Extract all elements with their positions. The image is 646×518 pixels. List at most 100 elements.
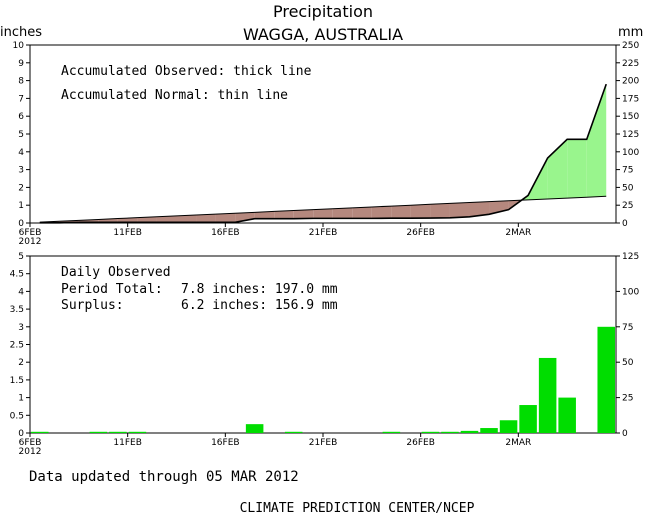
bottom-y2-tick-label: 75 — [622, 323, 633, 333]
accumulation-area — [352, 206, 372, 219]
normal-line — [39, 195, 607, 223]
top-y-tick-label: 0 — [18, 219, 24, 229]
daily-bar — [558, 397, 576, 433]
daily-bar — [284, 431, 303, 433]
top-y2-tick-label: 50 — [622, 183, 634, 193]
bottom-y-tick-label: 4 — [18, 287, 24, 297]
observed-line — [39, 83, 607, 224]
surplus-value: 6.2 inches: 156.9 mm — [181, 298, 338, 313]
top-y2-tick-label: 25 — [622, 201, 633, 211]
daily-bar — [460, 430, 479, 433]
daily-bar — [480, 428, 498, 433]
surplus-label: Surplus: — [61, 298, 124, 313]
top-y2-tick-label: 150 — [622, 112, 639, 122]
bottom-y-tick-label: 5 — [18, 252, 24, 262]
top-y-tick-label: 1 — [18, 201, 24, 211]
credit-footer: CLIMATE PREDICTION CENTER/NCEP — [240, 501, 475, 516]
accumulation-area — [137, 216, 157, 223]
period-total-value: 7.8 inches: 197.0 mm — [181, 282, 338, 297]
top-x-tick-label: 2MAR — [505, 228, 531, 238]
daily-bar — [441, 431, 459, 433]
accumulation-area — [469, 201, 490, 217]
accumulation-area — [430, 203, 450, 219]
top-y-tick-label: 4 — [18, 148, 24, 158]
bottom-x-tick-label: 2MAR — [505, 438, 531, 448]
daily-bar — [597, 326, 615, 433]
top-y-tick-label: 6 — [18, 112, 24, 122]
bottom-x-tick-label: 26FEB — [406, 438, 435, 448]
accumulation-area — [567, 139, 587, 199]
top-x-tick-label: 16FEB — [211, 228, 240, 238]
daily-bar — [128, 431, 147, 433]
top-y-tick-label: 9 — [18, 59, 24, 69]
top-y-tick-label: 3 — [18, 166, 24, 176]
accumulation-area — [371, 206, 392, 219]
top-y-tick-label: 2 — [18, 183, 24, 193]
bottom-y2-tick-label: 100 — [622, 287, 639, 297]
bottom-y-tick-label: 1 — [18, 394, 24, 404]
bottom-y-tick-label: 2 — [18, 358, 24, 368]
top-y2-tick-label: 175 — [622, 94, 639, 104]
accumulated-panel: 0123456789100255075100125150175200225250… — [13, 41, 640, 247]
top-y-tick-label: 8 — [18, 77, 24, 87]
bottom-x-tick-label: 16FEB — [211, 438, 240, 448]
data-updated-note: Data updated through 05 MAR 2012 — [29, 469, 299, 485]
accumulation-area — [235, 212, 255, 223]
top-x-tick-label: 6FEB — [19, 228, 42, 238]
daily-bar — [499, 420, 518, 433]
top-y2-tick-label: 0 — [622, 219, 628, 229]
top-y-tick-label: 7 — [18, 94, 24, 104]
chart-subtitle: WAGGA, AUSTRALIA — [243, 25, 403, 44]
bottom-y-tick-label: 4.5 — [10, 270, 24, 280]
top-x-tick-label: 21FEB — [309, 228, 338, 238]
daily-bar — [109, 431, 127, 433]
accumulation-area — [313, 208, 333, 219]
daily-bar — [538, 357, 557, 433]
top-x-tick-label: 11FEB — [113, 228, 142, 238]
bottom-y2-tick-label: 0 — [622, 429, 628, 439]
top-y2-axis-label: mm — [618, 25, 643, 40]
top-y2-tick-label: 100 — [622, 148, 639, 158]
period-total-label: Period Total: — [61, 282, 163, 297]
top-y2-tick-label: 250 — [622, 41, 639, 51]
accumulation-area — [332, 207, 353, 219]
daily-bar — [519, 405, 537, 433]
top-y-axis-label: inches — [0, 25, 42, 40]
top-y2-tick-label: 75 — [622, 166, 633, 176]
bottom-y-tick-label: 0.5 — [10, 411, 24, 421]
bottom-x-tick-label: 6FEB — [19, 438, 42, 448]
bottom-y-tick-label: 2.5 — [10, 341, 24, 351]
accumulation-area — [586, 84, 607, 198]
top-x-year-label: 2012 — [19, 237, 42, 247]
legend-observed: Accumulated Observed: thick line — [61, 64, 312, 79]
bottom-y2-tick-label: 125 — [622, 252, 639, 262]
accumulation-area — [449, 202, 470, 218]
accumulation-area — [215, 213, 236, 223]
bottom-x-tick-label: 11FEB — [113, 438, 142, 448]
top-y2-tick-label: 125 — [622, 130, 639, 140]
accumulation-area — [196, 214, 216, 223]
legend-normal: Accumulated Normal: thin line — [61, 88, 288, 103]
top-y2-tick-label: 200 — [622, 77, 639, 87]
accumulation-area — [293, 209, 314, 219]
accumulation-area — [176, 214, 197, 223]
bottom-y-tick-label: 0 — [18, 429, 24, 439]
bottom-y-tick-label: 3 — [18, 323, 24, 333]
legend-daily: Daily Observed — [61, 265, 171, 280]
bottom-y-tick-label: 3.5 — [10, 305, 24, 315]
top-y-tick-label: 10 — [13, 41, 25, 51]
top-x-tick-label: 26FEB — [406, 228, 435, 238]
accumulation-area — [274, 210, 294, 219]
daily-bar — [31, 431, 49, 433]
bottom-y-tick-label: 1.5 — [10, 376, 24, 386]
bottom-y2-tick-label: 25 — [622, 394, 633, 404]
daily-bar — [245, 424, 264, 433]
bottom-y2-tick-label: 50 — [622, 358, 634, 368]
accumulation-area — [410, 204, 431, 219]
accumulation-area — [489, 200, 509, 215]
accumulation-area — [156, 215, 177, 223]
top-y-tick-label: 5 — [18, 130, 24, 140]
daily-bar — [89, 431, 108, 433]
